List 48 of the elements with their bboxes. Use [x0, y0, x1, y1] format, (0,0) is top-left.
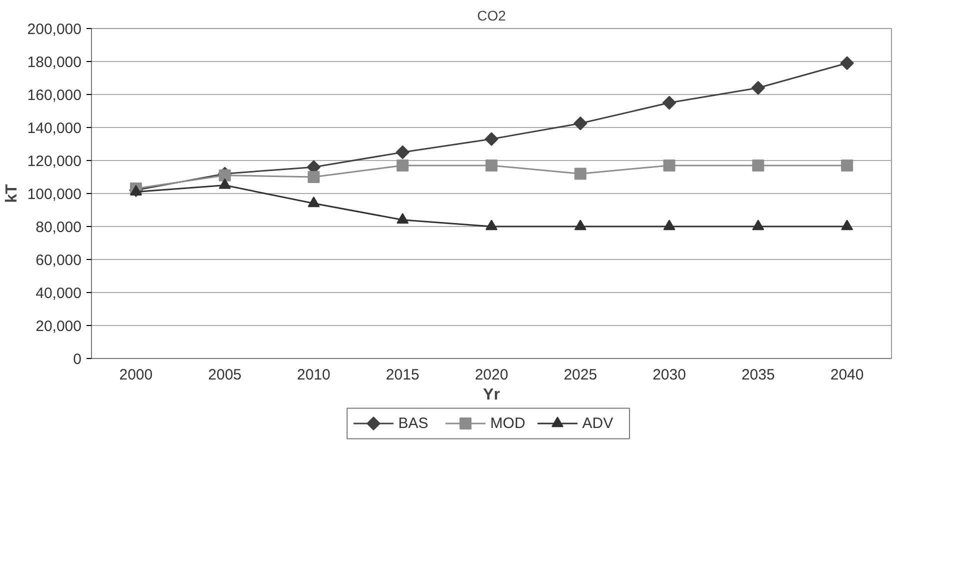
- point: [752, 220, 764, 230]
- x-tick-label: 2030: [652, 366, 686, 384]
- x-tick-label: 2025: [564, 366, 598, 384]
- legend-label: MOD: [490, 415, 526, 432]
- point: [486, 220, 498, 230]
- y-tick-label: 160,000: [27, 87, 82, 104]
- y-tick-label: 0: [73, 351, 82, 368]
- chart-title: CO2: [477, 8, 506, 24]
- x-tick-label: 2015: [386, 366, 420, 384]
- x-tick-label: 2040: [830, 366, 864, 384]
- point: [752, 159, 764, 172]
- y-tick-label: 200,000: [27, 21, 82, 38]
- point: [218, 178, 231, 189]
- y-tick-label: 140,000: [27, 120, 82, 137]
- y-tick-label: 60,000: [36, 252, 82, 269]
- y-tick-label: 100,000: [27, 186, 82, 203]
- y-tick-label: 40,000: [36, 285, 82, 302]
- point: [486, 159, 498, 172]
- y-tick-label: 20,000: [36, 318, 82, 335]
- point: [663, 220, 676, 230]
- point: [218, 169, 231, 182]
- point: [484, 132, 498, 146]
- y-tick-label: 120,000: [27, 153, 82, 170]
- legend-label: ADV: [582, 415, 614, 432]
- point: [662, 96, 676, 110]
- point: [841, 220, 854, 230]
- point: [308, 171, 320, 183]
- point: [751, 81, 766, 95]
- x-tick-label: 2000: [119, 366, 153, 384]
- x-tick-label: 2020: [474, 366, 508, 384]
- x-tick-label: 2010: [297, 366, 330, 384]
- y-tick-label: 80,000: [36, 219, 82, 236]
- point: [396, 145, 410, 160]
- point: [574, 116, 588, 130]
- legend-label: BAS: [398, 415, 428, 432]
- point: [574, 168, 586, 180]
- y-axis-title: kT: [3, 184, 20, 203]
- point: [840, 56, 854, 70]
- point: [574, 220, 586, 230]
- y-tick-label: 180,000: [27, 54, 82, 71]
- point: [663, 159, 676, 172]
- x-axis-title: Yr: [483, 386, 500, 404]
- point: [396, 159, 409, 172]
- x-tick-label: 2005: [208, 366, 242, 384]
- x-tick-label: 2035: [741, 366, 775, 384]
- point: [841, 159, 854, 172]
- point: [396, 213, 409, 224]
- point: [308, 196, 320, 208]
